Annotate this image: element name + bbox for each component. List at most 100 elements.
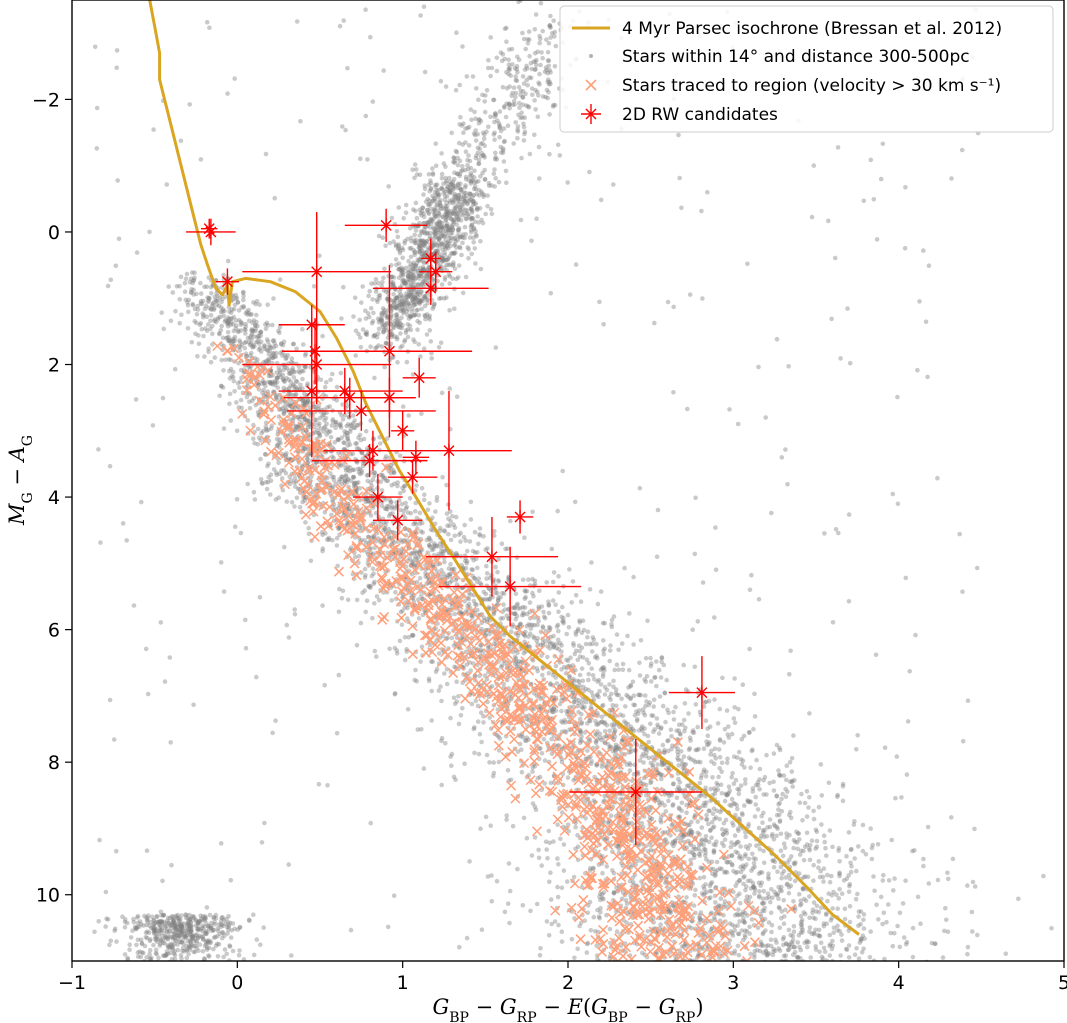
field-star-point: [199, 327, 205, 332]
field-star-point: [321, 392, 326, 397]
field-star-point: [723, 817, 729, 823]
field-star-point: [601, 638, 606, 643]
field-star-point: [336, 437, 341, 443]
field-star-point: [535, 775, 541, 781]
field-star-point: [624, 692, 629, 698]
field-star-point: [787, 779, 793, 785]
field-star-point: [678, 970, 683, 975]
field-star-point: [945, 870, 950, 876]
field-star-point: [452, 664, 457, 670]
field-star-point: [290, 405, 296, 410]
field-star-point: [786, 927, 792, 933]
field-star-point: [442, 559, 447, 565]
field-star-point: [555, 894, 561, 900]
field-star-point: [743, 781, 748, 786]
field-star-point: [583, 641, 589, 647]
field-star-point: [686, 711, 691, 716]
field-star-point: [736, 931, 741, 937]
field-star-point: [658, 815, 664, 820]
field-star-point: [572, 651, 578, 657]
field-star-point: [910, 954, 916, 960]
field-star-point: [656, 731, 662, 736]
field-star-point: [472, 750, 477, 756]
field-star-point: [475, 719, 481, 724]
field-star-point: [252, 497, 258, 502]
field-star-point: [496, 734, 501, 739]
field-star-point: [704, 769, 709, 775]
field-star-point: [830, 844, 835, 850]
field-star-point: [644, 673, 650, 679]
field-star-point: [766, 920, 772, 925]
field-star-point: [308, 558, 314, 564]
field-star-point: [654, 659, 659, 664]
field-star-point: [746, 898, 751, 904]
field-star-point: [507, 920, 512, 926]
field-star-point: [775, 826, 780, 831]
field-star-point: [560, 720, 565, 725]
field-star-point: [500, 609, 505, 614]
field-star-point: [775, 869, 780, 874]
field-star-point: [551, 709, 556, 715]
field-star-point: [702, 934, 708, 939]
field-star-point: [773, 892, 778, 897]
field-star-point: [402, 634, 408, 640]
field-star-point: [697, 780, 703, 786]
field-star-point: [854, 747, 859, 752]
field-star-point: [237, 338, 242, 343]
field-star-point: [546, 602, 552, 607]
field-star-point: [510, 622, 516, 627]
field-star-point: [691, 847, 696, 852]
field-star-point: [282, 544, 287, 550]
field-star-point: [847, 883, 852, 889]
field-star-point: [748, 886, 754, 891]
field-star-point: [203, 303, 209, 309]
field-star-point: [869, 856, 875, 862]
field-star-point: [470, 661, 476, 666]
field-star-point: [545, 856, 550, 861]
field-star-point: [206, 305, 212, 311]
field-star-point: [465, 548, 470, 554]
field-star-point: [766, 951, 772, 956]
field-star-point: [697, 875, 703, 881]
field-star-point: [247, 399, 252, 405]
field-star-point: [886, 878, 892, 883]
field-star-point: [476, 576, 482, 581]
field-star-point: [882, 745, 888, 750]
field-star-point: [362, 575, 368, 580]
field-star-point: [507, 888, 513, 894]
field-star-point: [737, 878, 742, 883]
field-star-point: [245, 481, 250, 487]
field-star-point: [481, 713, 486, 719]
field-star-point: [530, 765, 536, 770]
field-star-point: [609, 622, 614, 627]
field-star-point: [431, 546, 436, 552]
field-star-point: [531, 634, 536, 639]
field-star-point: [322, 384, 328, 390]
field-star-point: [837, 870, 842, 875]
field-star-point: [168, 318, 174, 324]
field-star-point: [577, 672, 583, 678]
field-star-point: [693, 887, 698, 893]
field-star-point: [583, 816, 588, 821]
field-star-point: [414, 579, 420, 585]
field-star-point: [750, 789, 756, 794]
field-star-point: [658, 675, 664, 680]
field-star-point: [975, 932, 980, 938]
field-star-point: [504, 813, 510, 818]
field-star-point: [858, 909, 864, 914]
field-star-point: [409, 632, 415, 638]
field-star-point: [553, 602, 558, 608]
field-star-point: [275, 385, 281, 390]
field-star-point: [487, 597, 492, 602]
field-star-point: [631, 879, 636, 885]
field-star-point: [226, 335, 231, 340]
field-star-point: [687, 829, 693, 834]
field-star-point: [648, 655, 653, 661]
field-star-point: [331, 455, 336, 461]
field-star-point: [711, 824, 717, 830]
field-star-point: [278, 374, 283, 380]
field-star-point: [547, 625, 553, 631]
field-star-point: [451, 695, 457, 701]
field-star-point: [878, 894, 884, 900]
field-star-point: [692, 852, 697, 858]
